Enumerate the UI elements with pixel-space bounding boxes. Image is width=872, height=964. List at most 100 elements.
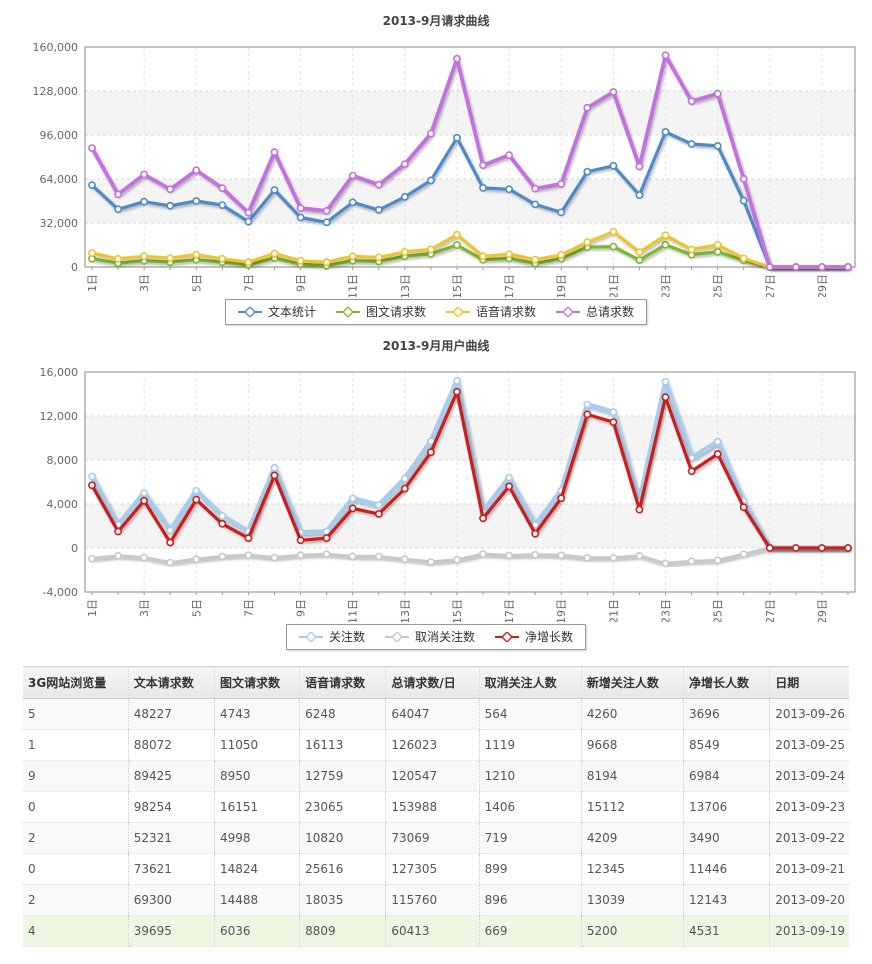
table-cell: 60413	[385, 915, 480, 947]
svg-text:19日: 19日	[555, 599, 568, 622]
table-row[interactable]: 4 39695 6036 8809 60413 669 5200 4531 2013-09-19	[23, 915, 849, 947]
svg-text:23日: 23日	[660, 599, 673, 622]
svg-text:128,000: 128,000	[33, 85, 79, 98]
legend-label: 总请求数	[586, 305, 635, 319]
table-cell: 39695	[127, 915, 215, 947]
table-cell: 16113	[299, 729, 386, 761]
table-cell: 10820	[299, 822, 386, 854]
legend-item-关注数: 关注数	[298, 630, 365, 644]
table-header-col-4: 总请求数/日	[385, 666, 480, 699]
svg-text:160,000: 160,000	[33, 41, 79, 54]
table-cell: 2	[23, 822, 129, 854]
table-cell: 12759	[299, 760, 386, 792]
svg-text:15日: 15日	[451, 274, 464, 297]
legend-label: 关注数	[328, 630, 365, 644]
legend-label: 取消关注数	[414, 630, 475, 644]
legend-item-净增长数: 净增长数	[495, 630, 573, 644]
table-cell: 52321	[127, 822, 215, 854]
table-cell: 6248	[299, 698, 386, 730]
table-header-col-5: 取消关注人数	[478, 666, 582, 699]
table-cell: 126023	[385, 729, 480, 761]
stats-table-head: 3G网站浏览量 文本请求数 图文请求数 语音请求数 总请求数/日 取消关注人数 新增关注人数…	[23, 666, 849, 699]
table-cell: 2013-09-22	[769, 822, 849, 854]
requests-chart-plot: 160,000 128,000 96,000 64,000 32,000 0 1日 3日 5日 7…	[0, 33, 872, 299]
svg-text:0: 0	[71, 542, 78, 555]
svg-text:32,000: 32,000	[40, 217, 79, 230]
svg-text:13日: 13日	[399, 274, 412, 297]
table-header-col-0: 3G网站浏览量	[23, 666, 129, 699]
legend-marker-icon	[298, 632, 323, 642]
table-cell: 4743	[213, 698, 300, 730]
table-cell: 5	[23, 698, 129, 730]
svg-text:11日: 11日	[347, 274, 360, 297]
svg-text:27日: 27日	[764, 599, 777, 622]
table-header-col-2: 图文请求数	[213, 666, 300, 699]
svg-text:1日: 1日	[86, 274, 99, 292]
table-cell: 2013-09-20	[769, 884, 849, 916]
table-row[interactable]: 1 88072 11050 16113 126023 1119 9668 8549 2013-0…	[23, 729, 849, 761]
legend-marker-icon	[446, 307, 470, 317]
table-cell: 73621	[127, 853, 215, 885]
svg-text:8,000: 8,000	[47, 454, 79, 467]
legend-label: 文本统计	[267, 305, 316, 319]
table-header-col-7: 净增长人数	[683, 666, 770, 699]
svg-text:13日: 13日	[399, 599, 412, 622]
svg-text:9日: 9日	[295, 274, 308, 292]
table-cell: 12345	[580, 853, 684, 885]
svg-text:29日: 29日	[816, 274, 829, 297]
users-chart-legend: 关注数 取消关注数 净增长数	[285, 624, 587, 650]
table-cell: 1119	[478, 729, 582, 761]
table-cell: 1406	[478, 791, 582, 823]
table-cell: 8809	[299, 915, 386, 947]
users-chart-block: 2013-9月用户曲线 16,000 12,000 8,000 4,000 0 -4,00…	[0, 325, 872, 650]
table-cell: 4260	[580, 698, 684, 730]
table-cell: 127305	[385, 853, 480, 885]
table-cell: 4531	[683, 915, 770, 947]
table-cell: 8950	[213, 760, 300, 792]
svg-text:27日: 27日	[764, 274, 777, 297]
table-row[interactable]: 9 89425 8950 12759 120547 1210 8194 6984 2013-09…	[23, 760, 849, 792]
table-row[interactable]: 0 73621 14824 25616 127305 899 12345 11446 2013-…	[23, 853, 849, 885]
requests-chart-legend: 文本统计 图文请求数 语音请求数 总请求数	[224, 299, 648, 325]
users-chart-plot: 16,000 12,000 8,000 4,000 0 -4,000 1日 3日 5日 7日 9日 1…	[0, 358, 872, 624]
table-cell: 719	[478, 822, 582, 854]
table-row[interactable]: 2 52321 4998 10820 73069 719 4209 3490 2013-09-2…	[23, 822, 849, 854]
legend-item-取消关注数: 取消关注数	[384, 630, 475, 644]
table-cell: 13039	[580, 884, 684, 916]
legend-marker-icon	[495, 632, 519, 642]
table-cell: 153988	[385, 791, 480, 823]
table-cell: 73069	[385, 822, 480, 854]
legend-marker-icon	[384, 632, 409, 642]
stats-table: 3G网站浏览量 文本请求数 图文请求数 语音请求数 总请求数/日 取消关注人数 新增关注人数…	[23, 666, 849, 947]
users-chart-title: 2013-9月用户曲线	[382, 339, 490, 353]
table-cell: 3696	[683, 698, 770, 730]
table-row[interactable]: 0 98254 16151 23065 153988 1406 15112 13706 2013…	[23, 791, 849, 823]
svg-text:1日: 1日	[86, 599, 99, 617]
legend-item-文本统计: 文本统计	[237, 305, 316, 319]
legend-label: 净增长数	[525, 630, 574, 644]
table-cell: 25616	[299, 853, 386, 885]
legend-item-总请求数: 总请求数	[556, 305, 634, 319]
table-row[interactable]: 2 69300 14488 18035 115760 896 13039 12143 2013-…	[23, 884, 849, 916]
svg-text:21日: 21日	[607, 599, 620, 622]
table-cell: 64047	[385, 698, 480, 730]
table-cell: 2013-09-21	[769, 853, 849, 885]
table-cell: 2013-09-25	[769, 729, 849, 761]
svg-text:3日: 3日	[138, 599, 151, 617]
table-cell: 120547	[385, 760, 480, 792]
legend-label: 语音请求数	[476, 305, 537, 319]
table-cell: 14488	[213, 884, 300, 916]
table-cell: 6984	[683, 760, 770, 792]
table-cell: 89425	[127, 760, 215, 792]
svg-text:64,000: 64,000	[40, 173, 79, 186]
table-cell: 15112	[580, 791, 684, 823]
svg-text:3日: 3日	[138, 274, 151, 292]
table-header-col-3: 语音请求数	[299, 666, 386, 699]
table-cell: 2013-09-23	[769, 791, 849, 823]
svg-text:17日: 17日	[503, 599, 516, 622]
svg-text:0: 0	[71, 261, 78, 274]
table-cell: 11446	[683, 853, 770, 885]
svg-text:96,000: 96,000	[40, 129, 79, 142]
legend-marker-icon	[556, 307, 581, 317]
table-row[interactable]: 5 48227 4743 6248 64047 564 4260 3696 2013-09-26	[23, 698, 849, 730]
